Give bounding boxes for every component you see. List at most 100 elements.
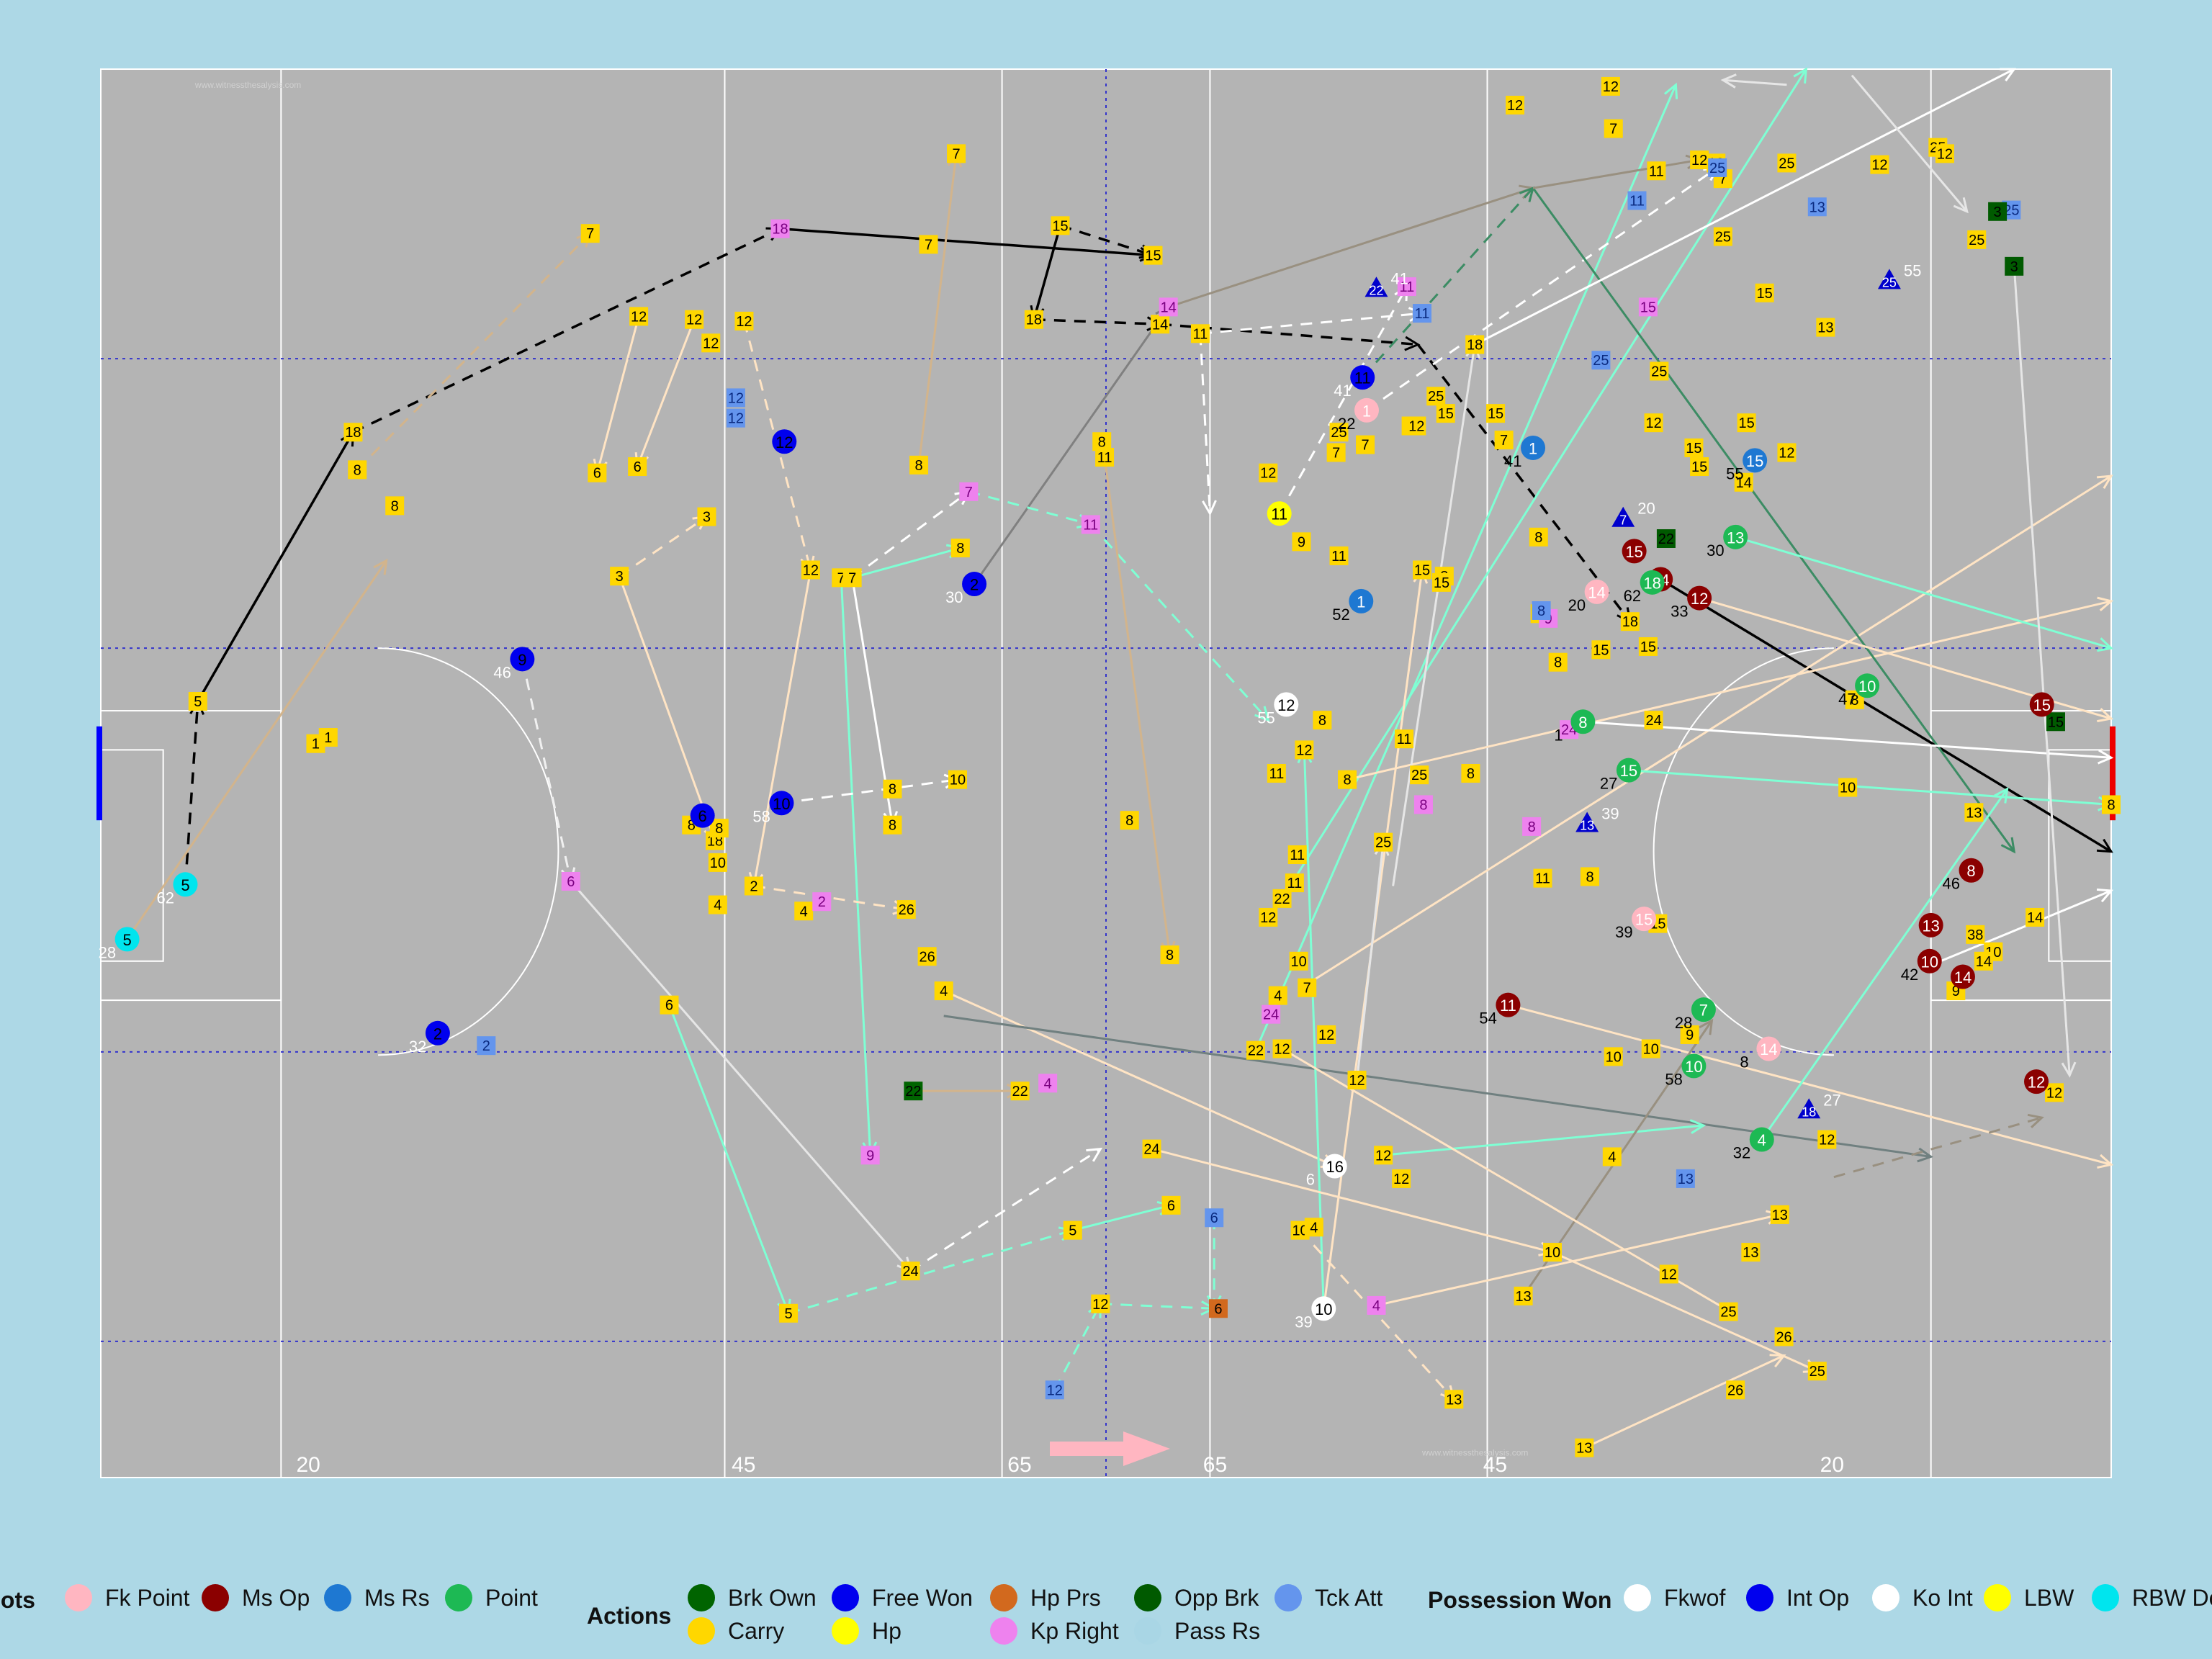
direction-triangle-tag: 39 xyxy=(1601,805,1619,823)
shot-marker-point-circle xyxy=(1616,757,1641,783)
carry-marker-number: 12 xyxy=(1318,1028,1334,1043)
carry-marker-number: 12 xyxy=(1645,415,1661,431)
legend-item: Free Won xyxy=(832,1584,973,1611)
action-marker-tck-att-square xyxy=(1807,197,1827,217)
carry-marker-square xyxy=(1543,1243,1563,1262)
movement-line xyxy=(1508,1004,2114,1169)
legend-swatch xyxy=(1624,1584,1651,1611)
carry-marker: 4 xyxy=(794,902,814,921)
carry-marker-number: 6 xyxy=(593,466,601,482)
carry-marker-square xyxy=(1410,765,1429,785)
distance-label-3: 65 xyxy=(1203,1453,1227,1477)
carry-marker: 8 xyxy=(348,460,367,480)
carry-marker-square xyxy=(1719,1302,1738,1321)
carry-marker: 10 xyxy=(1838,778,1858,797)
carry-marker-square xyxy=(1272,889,1292,908)
carry-marker: 6 xyxy=(628,457,647,477)
shot-marker-ms-op: 14 xyxy=(1950,964,1975,989)
possession-marker-int-op-number: 6 xyxy=(698,807,707,825)
shot-marker-ms-op-number: 15 xyxy=(1625,543,1642,561)
carry-marker-square xyxy=(1329,546,1349,565)
carry-marker-square xyxy=(1317,1025,1336,1044)
carry-marker-square xyxy=(1431,572,1451,592)
carry-marker: 26 xyxy=(1726,1380,1745,1400)
carry-marker: 12 xyxy=(1272,1039,1292,1058)
carry-marker: 4 xyxy=(934,981,953,1001)
carry-marker-square xyxy=(919,235,938,254)
carry-marker-square xyxy=(1602,1147,1622,1166)
carry-marker-number: 4 xyxy=(940,984,948,999)
carry-marker: 13 xyxy=(1770,1205,1789,1224)
carry-marker-number: 7 xyxy=(1332,445,1340,461)
shot-marker-ms-op-number: 12 xyxy=(2028,1074,2045,1092)
carry-marker-square xyxy=(1091,1294,1110,1313)
carry-marker-square xyxy=(896,900,916,920)
legend-label: Tck Att xyxy=(1315,1584,1383,1611)
carry-marker-square xyxy=(1514,1286,1533,1305)
carry-marker-number: 12 xyxy=(1408,419,1424,435)
legend-swatch xyxy=(1872,1584,1899,1611)
carry-marker-number: 8 xyxy=(1343,773,1351,788)
carry-marker-number: 26 xyxy=(1776,1329,1791,1345)
carry-marker-square xyxy=(1259,907,1278,927)
possession-marker-lbw-number: 11 xyxy=(1271,505,1287,523)
possession-marker-int-op-tag: 32 xyxy=(409,1038,426,1056)
carry-marker-number: 12 xyxy=(803,562,819,578)
carry-marker: 15 xyxy=(1737,413,1756,433)
carry-marker-number: 8 xyxy=(914,458,922,474)
movement-line-stroke xyxy=(788,1229,1074,1315)
movement-line-stroke xyxy=(1033,318,1161,326)
action-marker-kp-right: 24 xyxy=(1262,1004,1281,1024)
carry-marker-square xyxy=(1024,310,1043,329)
action-marker-kp-right-number: 4 xyxy=(1044,1076,1052,1092)
legend-label: Kp Right xyxy=(1030,1617,1119,1644)
movement-line-arrowhead xyxy=(2097,637,2114,652)
carry-marker: 15 xyxy=(1051,216,1070,235)
action-marker-opp-brk: 15 xyxy=(2046,712,2065,732)
carry-marker-number: 14 xyxy=(1976,954,1992,970)
carry-marker-square xyxy=(1063,1220,1082,1240)
carry-marker: 7 xyxy=(1494,431,1514,450)
carry-marker-number: 13 xyxy=(1576,1441,1592,1457)
action-marker-tck-att-square xyxy=(726,408,745,428)
action-marker-kp-right: 9 xyxy=(860,1146,880,1165)
carry-marker-number: 26 xyxy=(919,949,935,965)
movement-line-stroke xyxy=(909,1148,1102,1272)
carry-marker-square xyxy=(1601,76,1620,96)
carry-marker: 26 xyxy=(1774,1327,1794,1346)
carry-marker: 12 xyxy=(734,311,754,331)
carry-marker-square xyxy=(1529,527,1548,547)
possession-marker-int-op: 12 xyxy=(772,429,797,454)
action-marker-kp-right-square xyxy=(1038,1074,1058,1093)
legend-swatch xyxy=(832,1584,859,1611)
action-marker-kp-right: 11 xyxy=(1081,515,1100,534)
carry-marker-square xyxy=(883,779,902,799)
movement-line-stroke xyxy=(1168,186,1534,308)
movement-line-stroke xyxy=(595,316,640,474)
legend-group-title: Shots xyxy=(0,1587,35,1613)
right-small-box xyxy=(2048,749,2113,962)
carry-marker-number: 14 xyxy=(2027,910,2043,926)
carry-marker-square xyxy=(948,770,967,789)
carry-marker-number: 10 xyxy=(1291,954,1307,970)
action-marker-tck-att-number: 6 xyxy=(1210,1210,1218,1226)
shot-marker-ms-rs-tag: 41 xyxy=(1504,452,1521,470)
action-marker-tck-att-square xyxy=(726,388,745,408)
carry-marker: 18 xyxy=(1620,612,1640,631)
carry-marker-number: 15 xyxy=(1691,459,1707,475)
legend-label: Point xyxy=(485,1584,538,1611)
carry-marker-square xyxy=(1051,216,1070,235)
carry-marker-number: 8 xyxy=(354,462,361,478)
movement-line-stroke xyxy=(1583,720,2112,759)
movement-line xyxy=(1735,536,2114,652)
movement-line-arrowhead xyxy=(2096,888,2114,903)
carry-marker-number: 38 xyxy=(1967,927,1983,943)
possession-marker-rbw-def: 5 28 xyxy=(99,927,140,961)
legend-swatch xyxy=(2092,1584,2119,1611)
movement-line-stroke xyxy=(973,306,1169,585)
carry-marker: 12 xyxy=(1690,150,1709,170)
legend-label: Opp Brk xyxy=(1174,1584,1259,1611)
carry-marker: 18 xyxy=(343,423,363,442)
